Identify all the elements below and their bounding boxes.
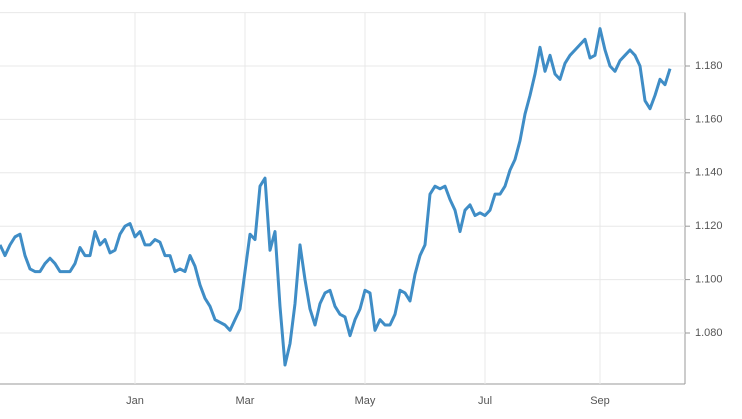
y-tick-label: 1.180: [695, 60, 723, 72]
x-tick-label: May: [355, 395, 376, 407]
x-tick-label: Sep: [590, 395, 610, 407]
y-tick-label: 1.160: [695, 113, 723, 125]
price-line: [0, 27, 672, 367]
y-tick-label: 1.080: [695, 327, 723, 339]
y-tick-label: 1.140: [695, 167, 723, 179]
x-tick-label: Jan: [126, 395, 144, 407]
x-tick-label: Mar: [236, 395, 255, 407]
y-tick-label: 1.100: [695, 274, 723, 286]
y-tick-label: 1.120: [695, 220, 723, 232]
x-tick-label: Jul: [478, 395, 492, 407]
